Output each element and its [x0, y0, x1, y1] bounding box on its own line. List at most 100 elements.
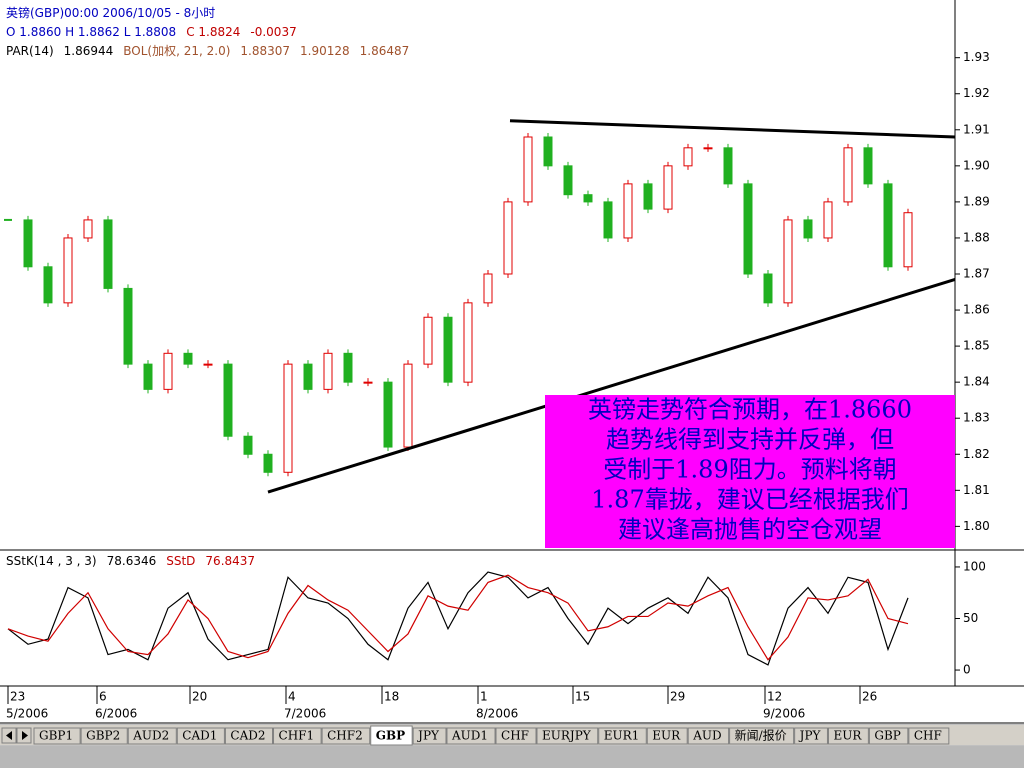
tab[interactable]: CHF1	[273, 727, 322, 745]
candle	[623, 183, 633, 239]
tab[interactable]: EURJPY	[536, 727, 599, 745]
tab-shape	[646, 727, 688, 745]
tab[interactable]: EUR	[646, 727, 688, 745]
tab-label: 新闻/报价	[735, 728, 787, 743]
tab[interactable]: GBP	[370, 725, 413, 746]
candle	[903, 212, 913, 268]
candle	[263, 453, 273, 473]
tab-shape	[273, 727, 322, 745]
candle	[243, 435, 253, 455]
month-label: 5/2006	[6, 707, 48, 721]
header-text: 英镑(GBP)00:00 2006/10/05 - 8小时	[6, 5, 215, 20]
tab-label: GBP	[376, 729, 405, 743]
month-label: 8/2006	[476, 707, 518, 721]
tab-shape	[908, 727, 950, 745]
candle	[303, 363, 313, 390]
candle	[343, 352, 353, 383]
tab[interactable]: AUD	[687, 727, 730, 745]
x-tick-label: 1	[480, 690, 488, 704]
tab-label: CHF2	[327, 729, 363, 743]
candle	[883, 183, 893, 268]
y-tick-label: 1.86	[963, 303, 990, 317]
candle	[443, 316, 453, 383]
tab[interactable]: CAD1	[176, 727, 225, 745]
candle	[843, 147, 853, 203]
candle	[143, 363, 153, 390]
month-label: 7/2006	[284, 707, 326, 721]
tab[interactable]: CHF2	[321, 727, 371, 745]
tab-label: CHF	[501, 729, 529, 743]
x-tick-label: 26	[862, 690, 877, 704]
tab-label: AUD	[692, 729, 721, 743]
y-tick-label: 1.84	[963, 375, 990, 389]
candle	[723, 147, 733, 185]
tab-shape	[370, 725, 413, 746]
tab[interactable]: JPY	[794, 727, 828, 745]
candle	[543, 136, 553, 167]
y-tick-label: 1.93	[963, 50, 990, 64]
tab-shape	[495, 727, 537, 745]
x-tick-label: 12	[767, 690, 782, 704]
tab[interactable]: GBP	[868, 727, 909, 745]
candle	[103, 219, 113, 289]
annotation-text: 建议逢高抛售的空仓观望	[618, 516, 882, 544]
x-tick-label: 20	[192, 690, 207, 704]
header-text: C 1.8824	[186, 25, 240, 39]
header-text: O 1.8860 H 1.8862 L 1.8808	[6, 25, 176, 39]
candle	[223, 363, 233, 437]
stoch-line	[7, 571, 909, 666]
candle	[323, 352, 333, 390]
tab[interactable]: GBP2	[80, 727, 128, 745]
candle	[423, 316, 433, 365]
chart-bg	[0, 0, 1024, 724]
arrow-icon	[6, 731, 12, 740]
x-tick-label: 4	[288, 690, 296, 704]
tab-shape	[446, 727, 496, 745]
candle	[503, 201, 513, 275]
x-tick-label: 15	[575, 690, 590, 704]
tab[interactable]: AUD1	[446, 727, 496, 745]
tab-label: CHF	[914, 729, 942, 743]
arrow-icon	[22, 731, 28, 740]
month-label: 9/2006	[763, 707, 805, 721]
y-tick-label: 1.85	[963, 339, 990, 353]
tab-label: GBP1	[39, 729, 73, 743]
header-text: SStK(14 , 3 , 3)	[6, 554, 97, 568]
tab[interactable]: EUR	[827, 727, 869, 745]
candle	[463, 302, 473, 383]
candle	[363, 381, 373, 384]
tab[interactable]: CHF	[908, 727, 950, 745]
y-tick-label: 1.82	[963, 447, 990, 461]
tab[interactable]: 新闻/报价	[729, 727, 795, 745]
candle	[283, 363, 293, 473]
candle	[603, 201, 613, 239]
candle	[23, 219, 33, 268]
tab-label: CHF1	[279, 729, 315, 743]
candle	[583, 194, 593, 203]
tab[interactable]: GBP1	[33, 727, 81, 745]
y-tick-label: 1.91	[963, 122, 990, 136]
y-tick-label: 1.92	[963, 86, 990, 100]
header-line: O 1.8860 H 1.8862 L 1.8808 C 1.8824 -0.003…	[6, 25, 297, 39]
candle	[43, 266, 53, 304]
annotation-text: 趋势线得到支持并反弹，但	[606, 426, 894, 454]
tab[interactable]: CHF	[495, 727, 537, 745]
tab-label: GBP	[874, 729, 900, 743]
stoch-line	[7, 574, 909, 661]
tab[interactable]: JPY	[412, 727, 447, 745]
candle	[203, 363, 213, 366]
candle	[563, 165, 573, 196]
tab[interactable]: CAD2	[224, 727, 274, 745]
x-tick-label: 23	[10, 690, 25, 704]
header-text: SStD	[166, 554, 195, 568]
x-tick-label: 29	[670, 690, 685, 704]
tab[interactable]: AUD2	[127, 727, 177, 745]
tab[interactable]: EUR1	[598, 727, 647, 745]
header-text: 1.86487	[360, 44, 410, 58]
header-text: 1.86944	[64, 44, 114, 58]
y-tick-label: 50	[963, 611, 978, 625]
candle	[183, 352, 193, 365]
y-tick-label: 0	[963, 663, 971, 677]
candle	[823, 201, 833, 239]
